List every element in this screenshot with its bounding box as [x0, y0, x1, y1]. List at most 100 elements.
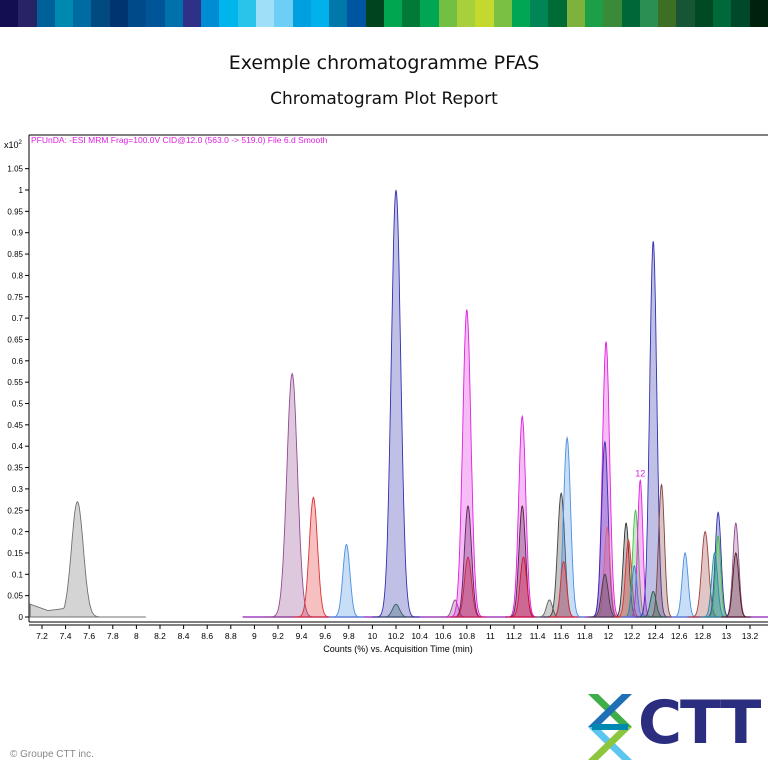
x-tick-label: 8.8 [225, 631, 237, 641]
copyright: © Groupe CTT inc. [10, 749, 94, 760]
stripe [585, 0, 604, 27]
stripe [365, 0, 384, 27]
x-tick-label: 9.4 [296, 631, 308, 641]
stripe [54, 0, 74, 27]
trace-label: PFUnDA: -ESI MRM Frag=100.0V CID@12.0 (5… [31, 135, 328, 145]
stripe [530, 0, 549, 27]
y-tick-label: 0.7 [12, 314, 24, 323]
x-tick-label: 10.8 [459, 631, 476, 641]
stripe [566, 0, 585, 27]
y-tick-label: 0.15 [7, 549, 23, 558]
stripe [457, 0, 476, 27]
x-tick-label: 11 [486, 631, 495, 641]
y-tick-label: 0.8 [12, 271, 24, 280]
y-tick-label: 1 [19, 186, 24, 195]
y-tick-label: 0.25 [7, 506, 23, 515]
y-tick-label: 0.2 [12, 528, 24, 537]
y-tick-label: 0.05 [7, 592, 23, 601]
y-tick-label: 0.9 [12, 229, 24, 238]
x-tick-label: 8.2 [154, 631, 166, 641]
x-tick-label: 13 [722, 631, 732, 641]
stripe [603, 0, 622, 27]
x-tick-label: 7.2 [36, 631, 48, 641]
peak-annotation: 12 [635, 468, 645, 478]
peak-10.2 [372, 189, 420, 618]
stripe [292, 0, 311, 27]
stripe [347, 0, 366, 27]
y-tick-label: 0.4 [12, 442, 24, 451]
page-title: Exemple chromatogramme PFAS [228, 52, 540, 74]
x-tick-label: 12 [604, 631, 614, 641]
peak-12.38 [635, 241, 671, 618]
y-tick-label: 0.95 [7, 207, 23, 216]
stripe [694, 0, 713, 27]
y-tick-label: 0.1 [12, 570, 24, 579]
x-tick-label: 10 [368, 631, 378, 641]
stripe [676, 0, 695, 27]
peak-11.62 [548, 560, 579, 618]
ctt-logo: CTT [588, 688, 763, 760]
y-tick-label: 0.85 [7, 250, 23, 259]
stripe [91, 0, 110, 27]
y-tick-label: 0.3 [12, 485, 24, 494]
stripe [511, 0, 531, 27]
peak-12.65 [670, 552, 700, 618]
report-title: Chromatogram Plot Report [270, 89, 498, 109]
y-tick-label: 0.55 [7, 378, 23, 387]
stripe [475, 0, 494, 27]
stripe [658, 0, 677, 27]
stripe [438, 0, 458, 27]
x-tick-label: 9.6 [319, 631, 331, 641]
stripe [493, 0, 512, 27]
stripe [329, 0, 348, 27]
x-tick-label: 12.6 [671, 631, 688, 641]
peak-9.5 [292, 496, 335, 618]
stripe [182, 0, 202, 27]
stripe [18, 0, 37, 27]
logo-text: CTT [638, 688, 761, 758]
x-tick-label: 8.4 [178, 631, 190, 641]
stripe [548, 0, 567, 27]
stripe [127, 0, 147, 27]
y-tick-label: 0.6 [12, 357, 24, 366]
x-tick-label: 11.8 [577, 631, 593, 641]
x-tick-label: 9.8 [343, 631, 355, 641]
x-tick-label: 11.2 [506, 631, 522, 641]
stripe [201, 0, 220, 27]
x-tick-label: 10.6 [435, 631, 452, 641]
peak-13.08 [721, 552, 751, 618]
peak-7.5 [29, 500, 146, 618]
stripe [73, 0, 92, 27]
peak-10.81 [450, 556, 486, 618]
x-tick-label: 12.8 [695, 631, 712, 641]
x-axis-label: Counts (%) vs. Acquisition Time (min) [323, 644, 473, 654]
x-tick-label: 7.8 [107, 631, 119, 641]
stripe [255, 0, 275, 27]
peak-9.78 [328, 543, 365, 618]
stripe [237, 0, 256, 27]
x-tick-label: 11.6 [553, 631, 569, 641]
helix-logo-icon [588, 694, 632, 760]
y-tick-label: 0.65 [7, 335, 23, 344]
peak-11.28 [506, 556, 540, 618]
x-tick-label: 7.4 [60, 631, 72, 641]
y-tick-label: 0.5 [12, 400, 24, 409]
stripe [36, 0, 55, 27]
x-tick-label: 12.2 [624, 631, 641, 641]
stripe [164, 0, 183, 27]
stripe [420, 0, 439, 27]
stripe [146, 0, 165, 27]
stripe [274, 0, 293, 27]
chromatogram-chart: 0 0.05 0.1 0.15 0.2 0.25 0.3 0.35 0.4 0.45 0.5 0.55… [4, 134, 768, 654]
y-tick-label: 0.75 [7, 293, 23, 302]
y-tick-label: 0.35 [7, 464, 23, 473]
stripe [310, 0, 330, 27]
peak-11.97 [588, 573, 622, 618]
peak-9.32 [265, 372, 319, 618]
stripe [731, 0, 750, 27]
stripe [383, 0, 403, 27]
y-tick-label: 0.45 [7, 421, 23, 430]
stripe [639, 0, 659, 27]
x-tick-label: 10.2 [388, 631, 405, 641]
peak-10.2 [378, 603, 414, 618]
